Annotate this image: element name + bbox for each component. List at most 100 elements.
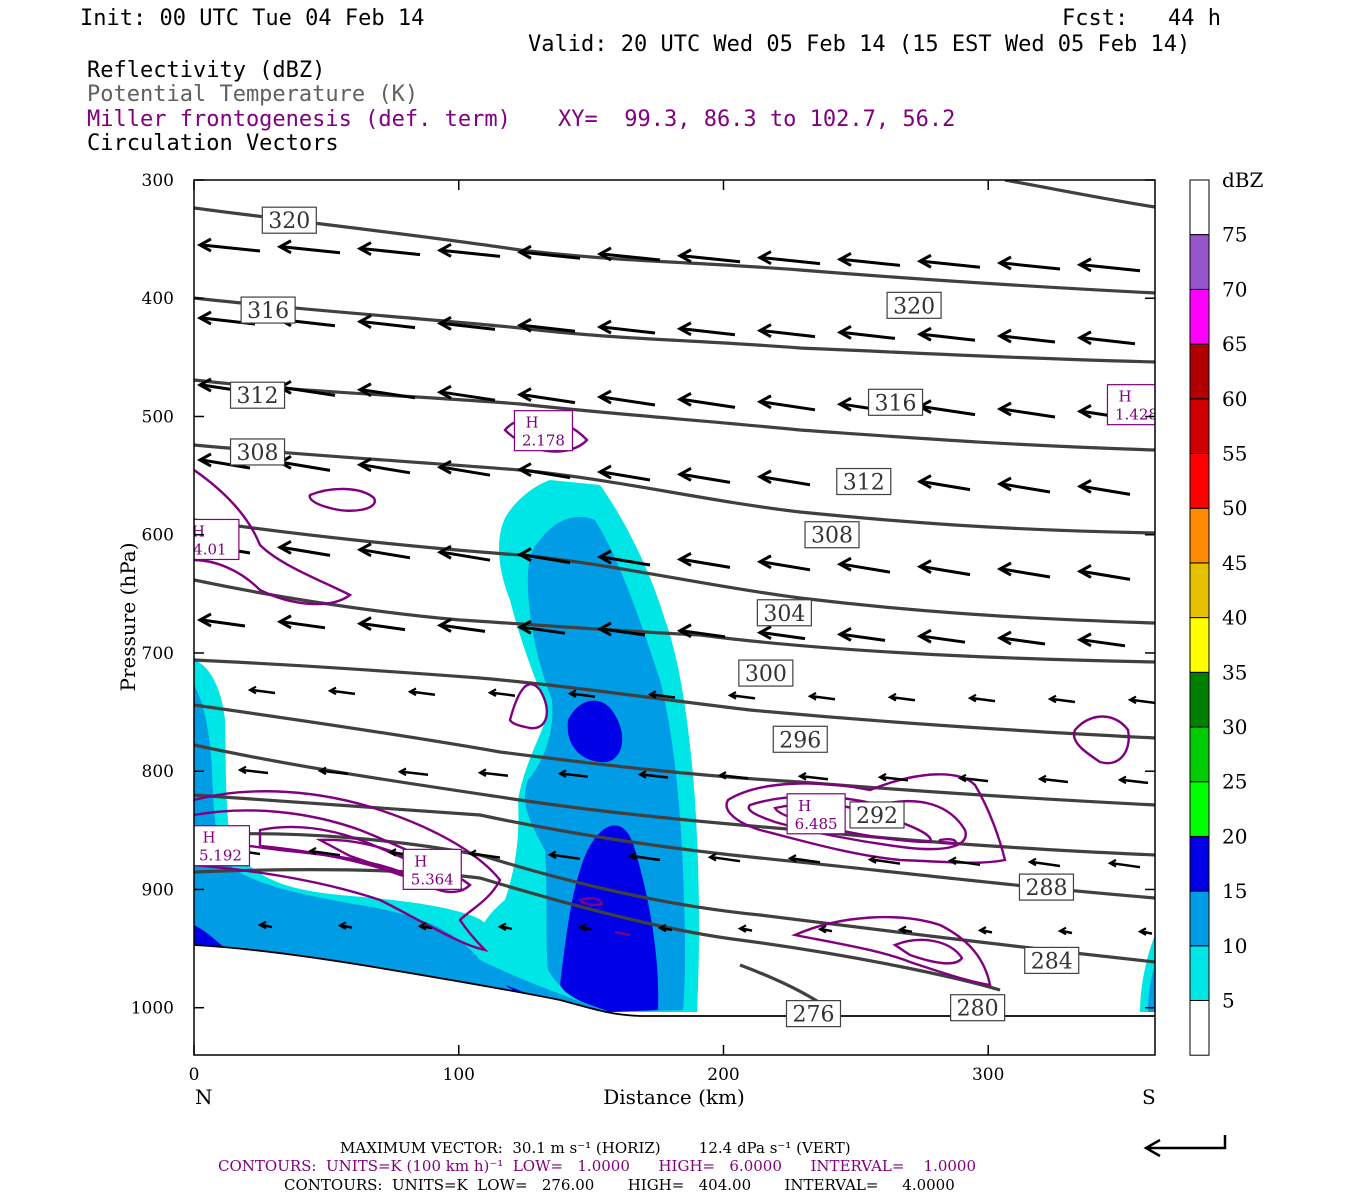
isentrope <box>194 658 1155 740</box>
colorbar-swatch <box>1189 835 1210 892</box>
x-tick-label: 0 <box>189 1065 200 1085</box>
circulation-vector-icon <box>436 618 486 633</box>
svg-text:312: 312 <box>237 384 279 409</box>
circulation-vectors <box>196 237 1155 936</box>
colorbar-swatch <box>1189 890 1210 947</box>
isentrope <box>194 378 1155 452</box>
theta-contour-label: 284 <box>1024 946 1080 974</box>
frontogenesis-max-label: H5.364 <box>402 848 462 890</box>
header: Init: 00 UTC Tue 04 Feb 14 Fcst: 44 h Va… <box>80 6 1221 156</box>
field-reflectivity: Reflectivity (dBZ) <box>87 58 325 83</box>
y-tick-label: 900 <box>142 880 174 900</box>
fg-contour <box>938 838 957 845</box>
circulation-vector-icon <box>1057 926 1073 936</box>
colorbar-level-label: 50 <box>1222 496 1247 520</box>
plot-area: 320 320 316 316 312 312 308 308 304 300 296 292 288 2… <box>192 180 1158 1055</box>
isentrope <box>194 518 1155 625</box>
fg-contour <box>577 897 604 907</box>
frontogenesis-max-label: H2.178 <box>513 410 574 452</box>
circulation-vector-icon <box>817 924 833 934</box>
x-axis: 0 100 200 300 <box>189 180 1004 1085</box>
isentrope <box>1004 180 1155 209</box>
svg-text:308: 308 <box>237 441 279 466</box>
fg-contour <box>308 487 376 512</box>
circulation-vector-icon <box>867 855 901 865</box>
circulation-vector-icon <box>487 688 516 697</box>
svg-text:296: 296 <box>779 728 821 753</box>
circulation-vector-icon <box>407 687 436 697</box>
init-time: Init: 00 UTC Tue 04 Feb 14 <box>80 6 424 31</box>
xy-endpoints: XY= 99.3, 86.3 to 102.7, 56.2 <box>558 107 955 132</box>
colorbar-swatch <box>1189 398 1210 454</box>
colorbar-level-label: 30 <box>1222 715 1247 739</box>
circulation-vector-icon <box>1076 479 1131 496</box>
circulation-vector-icon <box>676 248 741 264</box>
circulation-vector-icon <box>947 856 981 867</box>
circulation-vector-icon <box>916 474 971 492</box>
circulation-vector-icon <box>276 540 331 557</box>
fg-contour <box>614 930 631 937</box>
circulation-vector-icon <box>436 243 501 258</box>
y-tick-label: 400 <box>142 289 174 309</box>
circulation-vector-icon <box>756 469 811 487</box>
theta-contour-label: 288 <box>1018 873 1075 901</box>
circulation-vector-icon <box>967 693 996 703</box>
circulation-vector-icon <box>276 614 326 630</box>
footer-theta-contours: CONTOURS: UNITS=K LOW= 276.00 HIGH= 404.… <box>284 1176 955 1194</box>
isentrope <box>194 206 1155 295</box>
circulation-vector-icon <box>257 920 273 930</box>
circulation-vector-icon <box>516 619 566 635</box>
svg-text:304: 304 <box>763 602 805 627</box>
circulation-vector-icon <box>557 769 589 778</box>
circulation-vector-icon <box>436 316 496 331</box>
svg-text:292: 292 <box>856 804 898 829</box>
svg-text:280: 280 <box>957 997 999 1022</box>
circulation-vector-icon <box>717 771 749 780</box>
colorbar-level-label: 75 <box>1222 223 1247 247</box>
circulation-vector-icon <box>467 849 501 859</box>
circulation-vector-icon <box>1076 632 1126 648</box>
colorbar-level-label: 65 <box>1222 332 1247 356</box>
north-label: N <box>195 1085 213 1109</box>
circulation-vector-icon <box>1076 330 1136 346</box>
circulation-vector-icon <box>676 467 731 484</box>
circulation-vector-icon <box>237 765 269 775</box>
circulation-vector-icon <box>797 772 829 781</box>
colorbar-swatch <box>1189 781 1210 837</box>
circulation-vector-icon <box>567 689 596 698</box>
circulation-vector-icon <box>756 625 806 641</box>
svg-text:1.428: 1.428 <box>1115 406 1158 424</box>
fg-contour <box>892 938 964 965</box>
circulation-vector-icon <box>836 325 896 340</box>
colorbar-level-label: 20 <box>1222 824 1247 848</box>
circulation-vector-icon <box>317 766 349 776</box>
circulation-vector-icon <box>916 253 981 269</box>
theta-contour-label: 276 <box>785 1000 842 1028</box>
circulation-vector-icon <box>596 464 651 482</box>
isentrope <box>194 578 1155 664</box>
circulation-vector-icon <box>996 630 1046 646</box>
circulation-vector-icon <box>596 319 656 335</box>
circulation-vector-icon <box>1127 695 1155 705</box>
y-tick-label: 500 <box>142 407 174 427</box>
field-frontogenesis: Miller frontogenesis (def. term) <box>87 107 511 132</box>
circulation-vector-icon <box>877 772 909 782</box>
refl-left-15 <box>194 925 225 950</box>
circulation-vector-icon <box>916 326 976 342</box>
x-tick-label: 300 <box>972 1065 1004 1085</box>
svg-text:H: H <box>192 522 205 540</box>
circulation-vector-icon <box>1117 775 1149 785</box>
circulation-vector-icon <box>356 241 421 257</box>
circulation-vector-icon <box>436 459 491 477</box>
colorbar-swatch <box>1189 234 1210 290</box>
y-tick-label: 600 <box>142 526 174 546</box>
circulation-vector-icon <box>897 925 913 935</box>
colorbar-swatch <box>1189 179 1210 236</box>
footer-fg-contours: CONTOURS: UNITS=K (100 km h)⁻¹ LOW= 1.00… <box>218 1157 976 1175</box>
isentrope <box>194 793 1155 900</box>
circulation-vector-icon <box>356 457 411 475</box>
theta-contour-label: 308 <box>229 438 286 466</box>
refl-left-10 <box>194 685 610 1012</box>
south-label: S <box>1142 1085 1156 1109</box>
